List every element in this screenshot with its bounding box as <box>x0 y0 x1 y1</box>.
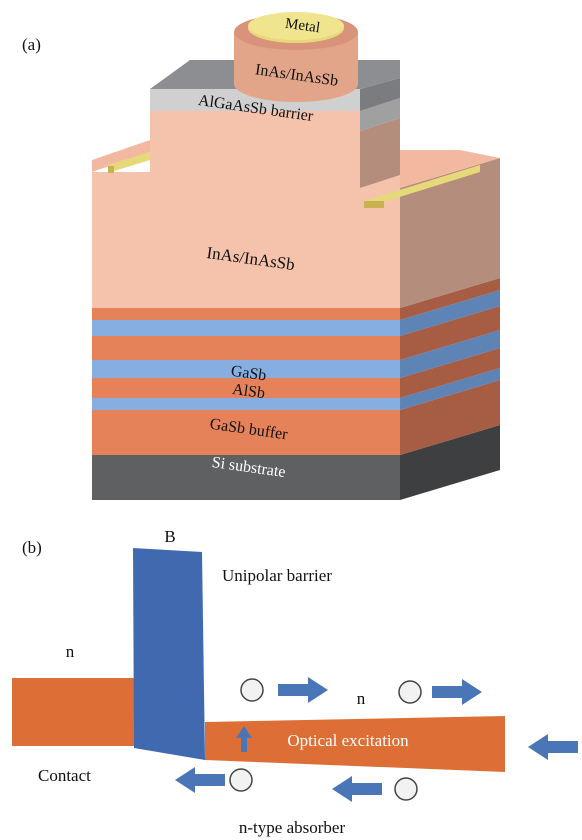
gasb-side-1 <box>400 306 500 360</box>
absorber-top-left <box>92 140 150 172</box>
contact-label: Contact <box>38 766 91 785</box>
gasb-front-2 <box>92 378 400 398</box>
substrate-side <box>400 425 500 500</box>
panel-b-label: (b) <box>22 538 42 557</box>
gasb-front-0 <box>92 308 400 320</box>
carrier-circle-1 <box>240 678 264 702</box>
gasb-side-2 <box>400 348 500 398</box>
absorber-band <box>205 716 505 772</box>
left-arrow-icon-2 <box>332 776 382 802</box>
barrier-letter: B <box>164 527 175 546</box>
mesa-front <box>150 111 360 188</box>
gasb-label: GaSb <box>230 363 268 385</box>
metal-contact-top <box>248 12 344 40</box>
layer-stack <box>92 12 500 500</box>
buffer-front <box>92 410 400 455</box>
right-arrow-icon-2 <box>432 679 482 705</box>
barrier-side <box>360 98 400 131</box>
alsb-side-0 <box>400 290 500 336</box>
mesa-side <box>360 118 400 188</box>
alsb-side-1 <box>400 330 500 378</box>
absorber-front <box>92 172 400 308</box>
left-arrow-icon-1 <box>175 767 225 793</box>
buffer-side <box>400 380 500 455</box>
right-arrow-icon-1 <box>278 677 328 703</box>
gasb-side-0 <box>400 278 500 320</box>
barrier-block <box>133 548 205 760</box>
absorber-side <box>400 158 500 308</box>
contact-band <box>12 678 134 746</box>
alsb-side-2 <box>400 368 500 410</box>
contact-doping-label: n <box>66 642 75 661</box>
unipolar-barrier-label: Unipolar barrier <box>222 566 332 585</box>
cap-cylinder <box>234 32 358 102</box>
contact-strip-left-edge <box>108 166 114 173</box>
excitation-arrow-icon <box>236 726 252 752</box>
left-arrow-icon-3 <box>528 734 578 760</box>
metal-label: Metal <box>284 16 321 37</box>
optical-excitation-label: Optical excitation <box>287 731 409 750</box>
alsb-front-0 <box>92 320 400 336</box>
alsb-front-1 <box>92 360 400 378</box>
carrier-circle-4 <box>394 777 418 801</box>
contact-strip-left <box>108 152 150 173</box>
absorber-doping-label: n <box>357 689 366 708</box>
substrate-front <box>92 455 400 500</box>
alsb-front-2 <box>92 398 400 410</box>
carrier-circle-3 <box>229 768 253 792</box>
n-type-absorber-label: n-type absorber <box>239 818 346 837</box>
carrier-circle-2 <box>398 680 422 704</box>
alsb-label: AlSb <box>231 381 266 402</box>
contact-strip-right-edge <box>364 201 384 208</box>
panel-a-label: (a) <box>22 35 41 54</box>
gasb-front-1 <box>92 336 400 360</box>
contact-strip-right <box>364 165 480 208</box>
